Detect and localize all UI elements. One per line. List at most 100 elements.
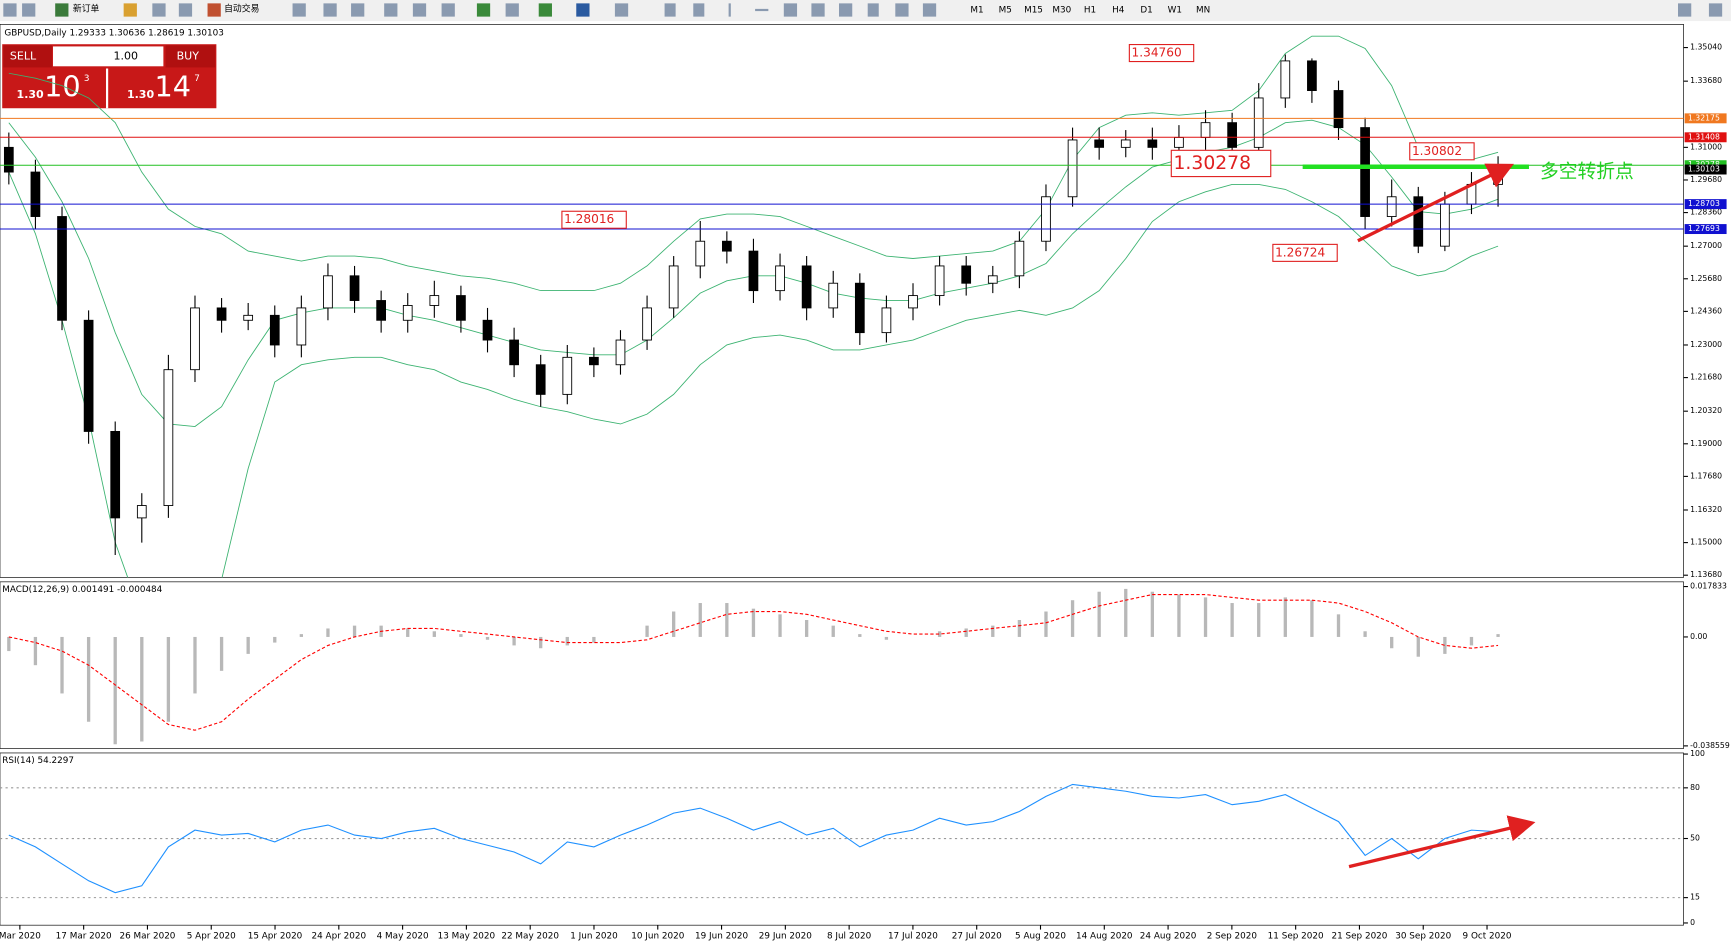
candle-body [1120, 139, 1131, 148]
candle-body [83, 319, 94, 432]
candle-body [854, 282, 865, 334]
price-level-label: 1.32175 [1688, 113, 1720, 122]
candle-body [243, 314, 254, 321]
candle-body [30, 171, 41, 217]
y-tick-label: 50 [1690, 834, 1700, 843]
annotation: 1.26724 [1275, 245, 1325, 259]
buy-label[interactable]: BUY [177, 49, 200, 62]
annotation: 1.30278 [1174, 153, 1252, 174]
sell-label[interactable]: SELL [10, 49, 37, 62]
candle-body [1280, 60, 1291, 99]
x-tick-label: 17 Jul 2020 [888, 932, 938, 942]
x-tick-label: 10 Jun 2020 [631, 932, 684, 942]
candle-body [216, 307, 227, 321]
trend-arrow [1357, 163, 1514, 243]
main-plot [0, 35, 1684, 578]
candle-body [1307, 60, 1317, 91]
annotation-box [561, 210, 627, 229]
toolbar [0, 0, 1731, 22]
y-tick-label: 1.35040 [1690, 43, 1722, 52]
y-tick-label: 100 [1690, 749, 1705, 758]
candle-body [987, 275, 998, 284]
candle-body [642, 307, 652, 341]
buy-price-big: 14 [155, 69, 192, 103]
annotation-box [1128, 43, 1195, 63]
y-tick-label: 1.16320 [1690, 505, 1722, 514]
annotation-box [1272, 243, 1338, 262]
trade-panel: SELL BUY 1.00 1.30 10 3 1.30 14 7 [2, 44, 217, 109]
x-tick-label: 30 Sep 2020 [1395, 932, 1451, 942]
lots-value[interactable]: 1.00 [113, 49, 138, 62]
candle-body [934, 265, 945, 297]
candle-body [1067, 139, 1078, 198]
timeframe[interactable]: M1 [970, 5, 983, 15]
candle-body [881, 307, 892, 334]
candle-body [1147, 139, 1158, 148]
timeframe[interactable]: W1 [1168, 5, 1182, 15]
y-tick-label: 1.33680 [1690, 76, 1722, 85]
y-tick-label: 0.00 [1690, 632, 1707, 641]
auto-trading[interactable]: 自动交易 [224, 2, 259, 14]
timeframe[interactable]: M5 [999, 5, 1012, 15]
candle-body [828, 282, 839, 309]
sell-button[interactable] [3, 45, 52, 68]
y-tick-label: 1.27000 [1690, 241, 1722, 250]
timeframe[interactable]: MN [1196, 5, 1210, 15]
x-tick-label: 1 Jun 2020 [570, 932, 618, 942]
y-tick-label: 1.19000 [1690, 439, 1722, 448]
x-tick-label: 14 Aug 2020 [1076, 932, 1133, 942]
candle-body [1386, 196, 1397, 217]
candle-body [908, 295, 918, 309]
sell-price-prefix: 1.30 [17, 88, 45, 101]
x-tick-label: 11 Sep 2020 [1268, 932, 1324, 942]
candle-body [668, 265, 679, 309]
price-level-label: 1.30103 [1688, 165, 1720, 174]
sell-price-small: 3 [84, 74, 90, 84]
overlay: 1.34760 1.30278 1.30802 1.28016 1.26724 多空转折点 [561, 43, 1634, 869]
x-tick-label: 9 Oct 2020 [1463, 932, 1512, 942]
x-tick-label: 22 May 2020 [501, 932, 559, 942]
timeframe[interactable]: D1 [1140, 5, 1152, 15]
y-tick-label: 15 [1690, 893, 1700, 902]
x-tick-label: 17 Mar 2020 [56, 932, 112, 942]
main-panel [0, 24, 1684, 578]
candle-body [429, 295, 440, 306]
candle-body [482, 319, 493, 341]
timeframe[interactable]: M30 [1052, 5, 1071, 15]
candle-body [615, 339, 626, 366]
new-order[interactable]: 新订单 [73, 2, 100, 14]
y-tick-label: 1.24360 [1690, 306, 1722, 315]
toolbar-icons [3, 3, 1723, 17]
candle-body [376, 300, 386, 321]
sell-price-big: 10 [44, 69, 81, 103]
candle-body [296, 307, 307, 346]
timeframe[interactable]: M15 [1024, 5, 1043, 15]
y-tick-label: 1.28360 [1690, 208, 1722, 217]
candle-body [1094, 139, 1105, 148]
price-level-label: 1.31408 [1688, 132, 1720, 141]
candle-body [57, 216, 67, 321]
candle-body [589, 356, 599, 366]
candle-body [136, 505, 147, 519]
buy-price-small: 7 [194, 74, 200, 84]
timeframe[interactable]: H4 [1112, 5, 1125, 15]
timeframe[interactable]: H1 [1084, 5, 1096, 15]
price-level-label: 1.28703 [1688, 199, 1720, 208]
x-tick-label: 19 Jun 2020 [695, 932, 748, 942]
lots-input[interactable] [52, 46, 164, 67]
annotation: 1.28016 [564, 212, 614, 226]
candle-body [961, 265, 972, 284]
x-tick-label: 8 Jul 2020 [827, 932, 872, 942]
x-tick-label: 4 May 2020 [377, 932, 429, 942]
price-level-label: 1.27693 [1688, 224, 1720, 233]
candle-body [1440, 203, 1450, 247]
candle-body [509, 339, 519, 366]
buy-button[interactable] [165, 45, 216, 68]
price-level-tag [1684, 164, 1727, 175]
x-tick-label: Mar 2020 [0, 932, 41, 942]
y-tick-label: 1.23000 [1690, 340, 1722, 349]
candle-body [456, 295, 466, 321]
y-tick-label: 1.17680 [1690, 471, 1722, 480]
